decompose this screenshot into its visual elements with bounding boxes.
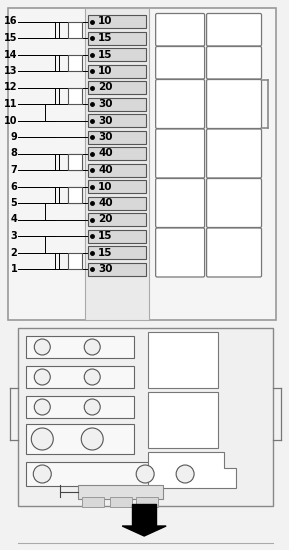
FancyBboxPatch shape [156,228,205,277]
Text: 10: 10 [4,116,17,125]
Bar [82,497,104,507]
Bar [26,366,134,388]
Bar [68,55,82,70]
Text: 13: 13 [4,66,17,76]
Text: 40: 40 [98,165,113,175]
Text: 20: 20 [98,82,113,92]
FancyBboxPatch shape [207,14,262,46]
Bar [88,48,146,61]
FancyBboxPatch shape [156,179,205,228]
Circle shape [84,369,100,385]
Text: 30: 30 [98,116,113,125]
Bar [88,180,146,193]
FancyBboxPatch shape [156,47,205,79]
Bar [68,22,82,37]
Bar [136,497,158,507]
Bar [88,81,146,94]
FancyBboxPatch shape [207,129,262,178]
Bar [88,31,146,45]
Text: 15: 15 [98,33,113,43]
FancyBboxPatch shape [156,80,205,129]
FancyBboxPatch shape [156,129,205,178]
Bar [88,130,146,144]
Bar [78,485,163,499]
Bar [148,392,218,448]
Bar [26,336,134,358]
Bar [85,8,149,320]
Circle shape [33,465,51,483]
Bar [68,88,82,103]
Bar [88,97,146,111]
FancyBboxPatch shape [207,179,262,228]
FancyBboxPatch shape [207,80,262,129]
Bar [110,497,132,507]
Text: 12: 12 [4,82,17,92]
Text: 5: 5 [11,198,17,208]
Circle shape [34,369,50,385]
Text: 10: 10 [98,182,113,191]
Text: 6: 6 [11,182,17,191]
Polygon shape [132,504,156,526]
Text: 11: 11 [4,99,17,109]
FancyBboxPatch shape [207,228,262,277]
Text: 4: 4 [11,214,17,224]
Circle shape [176,465,194,483]
Circle shape [34,339,50,355]
Bar [88,196,146,210]
Circle shape [31,428,53,450]
FancyBboxPatch shape [156,14,205,46]
Bar [18,328,273,506]
FancyBboxPatch shape [207,47,262,79]
Text: 10: 10 [98,16,113,26]
Polygon shape [122,526,166,536]
Text: 10: 10 [98,66,113,76]
Bar [26,396,134,418]
Bar [88,213,146,226]
Text: 20: 20 [98,214,113,224]
Circle shape [81,428,103,450]
Bar [88,15,146,28]
Text: 2: 2 [11,248,17,257]
Bar [26,462,221,486]
Text: 30: 30 [98,99,113,109]
Text: 8: 8 [10,148,17,158]
Text: 14: 14 [4,50,17,59]
Bar [68,154,82,169]
Bar [88,262,146,276]
Text: 16: 16 [4,16,17,26]
Text: 15: 15 [4,33,17,43]
Bar [68,253,82,268]
Bar [88,114,146,127]
Text: 3: 3 [11,231,17,241]
Bar [88,246,146,259]
PathPatch shape [148,452,236,488]
Text: 15: 15 [98,231,113,241]
Bar [68,187,82,202]
Text: 40: 40 [98,148,113,158]
Bar [68,187,82,202]
Bar [88,163,146,177]
Text: 40: 40 [98,198,113,208]
Circle shape [84,339,100,355]
Text: 15: 15 [98,248,113,257]
Text: 15: 15 [98,50,113,59]
Text: 30: 30 [98,132,113,142]
Bar [88,147,146,160]
Text: 30: 30 [98,264,113,274]
Bar [68,154,82,169]
Text: 1: 1 [11,264,17,274]
Bar [148,332,218,388]
Circle shape [136,465,154,483]
Text: 7: 7 [11,165,17,175]
Bar [88,229,146,243]
Bar [26,424,134,454]
Bar [88,64,146,78]
Bar [8,8,276,320]
Circle shape [34,399,50,415]
Text: 9: 9 [11,132,17,142]
Circle shape [84,399,100,415]
